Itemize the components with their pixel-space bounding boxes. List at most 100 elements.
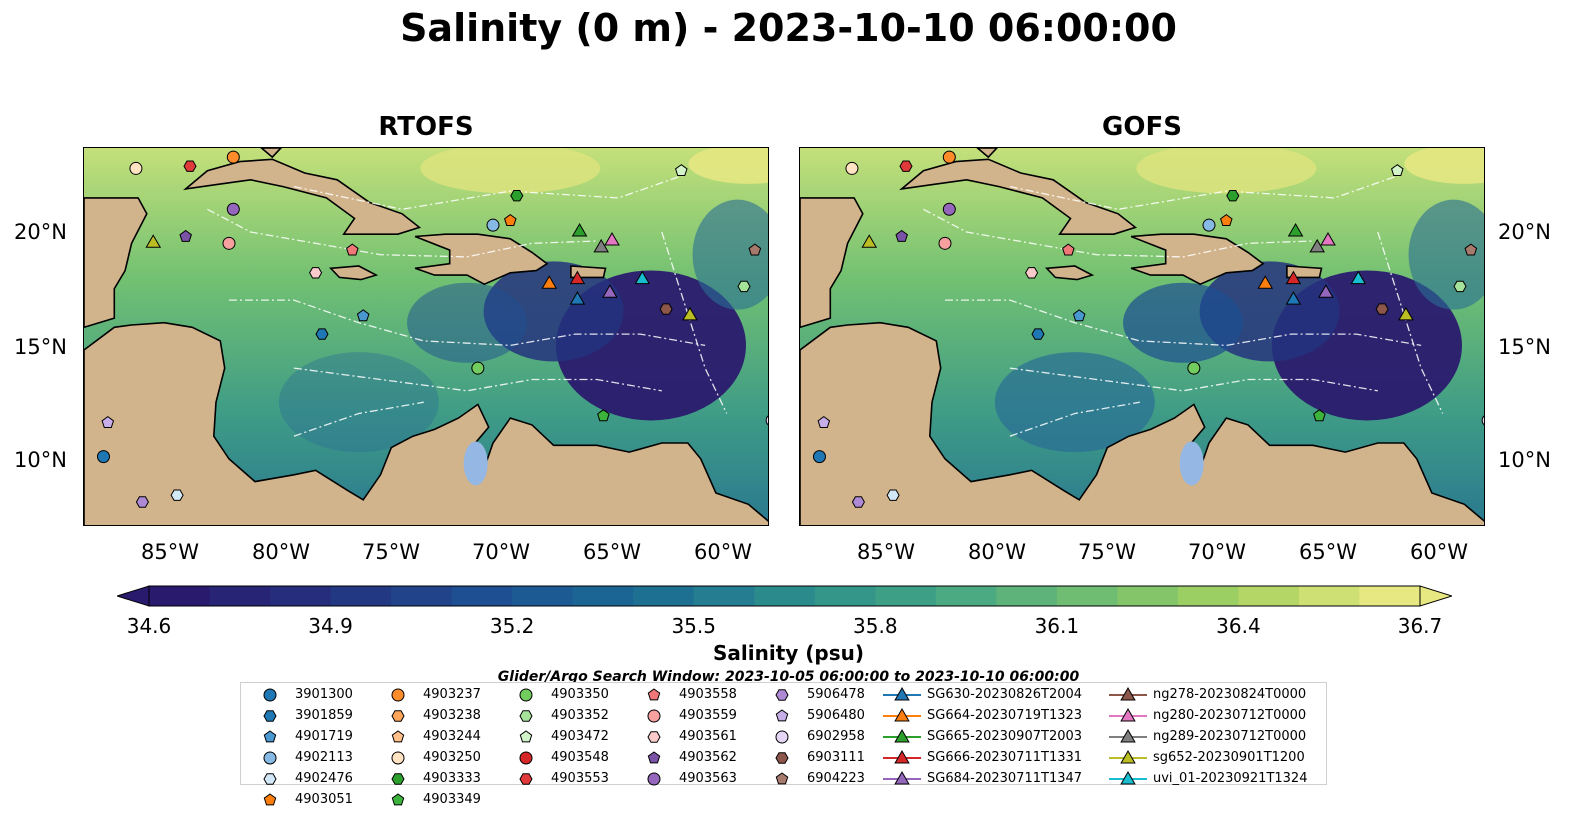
rtofs-map[interactable]	[83, 147, 769, 526]
land-mass	[328, 265, 379, 281]
colorbar-segment	[814, 586, 876, 606]
colorbar	[117, 585, 1452, 607]
colorbar-segment	[209, 586, 271, 606]
marker-SG630-20230826T2004	[1285, 291, 1302, 305]
eez-boundary	[207, 208, 597, 258]
marker-6904223	[748, 243, 762, 256]
legend-pentagon	[647, 688, 661, 701]
marker-4903562	[895, 229, 908, 242]
marker-5906480	[817, 415, 831, 428]
legend-marker-icon	[391, 793, 405, 806]
colorbar-tick-label: 35.8	[853, 614, 898, 638]
legend-triangle	[1120, 686, 1136, 701]
legend-marker-icon	[263, 773, 277, 785]
marker-4903559	[222, 236, 236, 250]
legend-label: 4903561	[679, 729, 737, 744]
marker-4903051	[504, 213, 517, 226]
legend-label: uvi_01-20230921T1324	[1153, 771, 1308, 786]
marker-SG630-20230826T2004	[569, 291, 586, 305]
colorbar-segment	[572, 586, 634, 606]
marker-SG684-20230711T1347	[602, 284, 618, 298]
marker-4903250	[845, 161, 859, 175]
marker-6902958	[765, 415, 768, 426]
marker-6904223	[1464, 243, 1478, 256]
panel-title-gofs: GOFS	[1102, 112, 1182, 142]
land-mass	[800, 321, 1484, 525]
lon-label-60w-right: 60°W	[1410, 540, 1468, 564]
lon-label-75w-right: 75°W	[1078, 540, 1136, 564]
legend-label: 6902958	[807, 729, 865, 744]
marker-ng280-20230712T0000	[1320, 232, 1336, 246]
lake-maracaibo	[1179, 441, 1204, 486]
legend-label: sg652-20230901T1200	[1153, 750, 1305, 765]
legend-marker-icon	[647, 688, 661, 701]
marker-4901719	[356, 309, 370, 322]
legend-marker-icon	[391, 773, 405, 785]
colorbar-extend-min	[117, 585, 150, 607]
legend-marker-icon	[647, 731, 661, 743]
colorbar-tick-label: 36.4	[1216, 614, 1261, 638]
marker-4902476	[170, 489, 184, 501]
marker-sg652-20230901T1200	[682, 306, 698, 321]
legend-label: SG630-20230826T2004	[927, 687, 1083, 702]
legend-marker-icon	[519, 751, 533, 765]
lat-label-15n-left: 15°N	[14, 335, 67, 359]
lon-label-85w-left: 85°W	[141, 540, 199, 564]
marker-6902958	[1481, 415, 1484, 426]
legend-marker-icon	[263, 730, 277, 743]
legend: 3901300 3901859 4901719 4902113 4902476 49030…	[240, 682, 1327, 807]
legend-marker-icon	[883, 728, 921, 743]
legend-pentagon	[519, 730, 533, 743]
legend-label: 4903472	[551, 729, 609, 744]
lon-label-70w-right: 70°W	[1188, 540, 1246, 564]
marker-4903333	[510, 190, 524, 202]
marker-6903111	[1375, 303, 1389, 315]
colorbar-segment	[330, 586, 392, 606]
legend-marker-icon	[1109, 749, 1147, 764]
salinity-patch	[692, 199, 768, 310]
salinity-patch	[1404, 148, 1484, 184]
colorbar-tick-label: 34.9	[308, 614, 353, 638]
gofs-map[interactable]	[799, 147, 1485, 526]
eez-boundary	[229, 299, 706, 347]
marker-4903553	[899, 160, 913, 172]
land-mass	[976, 148, 999, 159]
marker-4903561	[1025, 267, 1039, 279]
legend-label: 4903333	[423, 771, 481, 786]
panel-title-rtofs: RTOFS	[378, 112, 474, 142]
lat-label-20n-left: 20°N	[14, 220, 67, 244]
legend-hexagon	[263, 773, 277, 785]
marker-4903349	[597, 409, 610, 422]
legend-label: SG664-20230719T1323	[927, 708, 1083, 723]
legend-marker-icon	[775, 709, 789, 722]
legend-marker-icon	[1109, 686, 1147, 701]
legend-marker-icon	[775, 730, 789, 744]
land-mass	[84, 197, 148, 329]
colorbar-segment	[1359, 586, 1421, 606]
legend-circle	[647, 709, 661, 723]
legend-circle	[263, 688, 277, 702]
marker-4903563	[942, 202, 956, 216]
eez-boundary	[945, 299, 1422, 347]
legend-label: 4903238	[423, 708, 481, 723]
marker-ng289-20230712T0000	[1309, 238, 1325, 253]
legend-label: 4901719	[295, 729, 353, 744]
legend-marker-icon	[519, 730, 533, 743]
marker-4903563	[226, 202, 240, 216]
eez-boundary	[1009, 367, 1378, 392]
legend-label: 5906480	[807, 708, 865, 723]
legend-label: 4903553	[551, 771, 609, 786]
legend-marker-icon	[1109, 707, 1147, 722]
land-mass	[260, 148, 283, 159]
legend-marker-icon	[391, 688, 405, 702]
legend-hexagon	[391, 710, 405, 722]
land-mass	[899, 158, 1138, 235]
marker-4903350	[1187, 361, 1201, 375]
colorbar-frame	[148, 585, 1421, 607]
legend-marker-icon	[519, 710, 533, 722]
colorbar-segment	[633, 586, 695, 606]
marker-SG666-20230711T1331	[1285, 270, 1302, 285]
marker-4903559	[938, 236, 952, 250]
marker-4903472	[1391, 164, 1404, 176]
marker-ng289-20230712T0000	[593, 238, 609, 253]
